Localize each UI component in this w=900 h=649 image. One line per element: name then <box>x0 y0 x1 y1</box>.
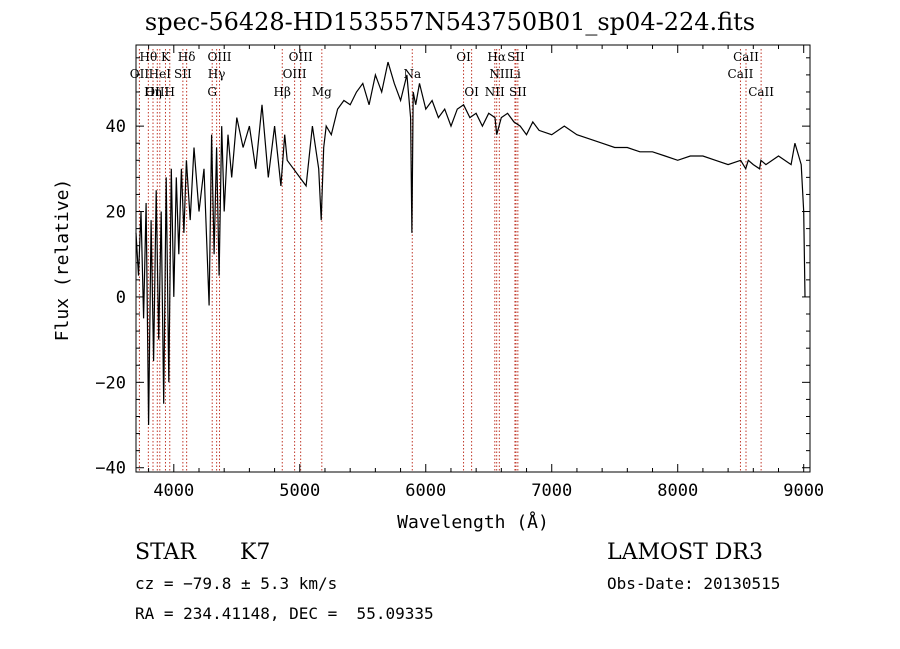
spectral-line-label: SII <box>509 85 527 99</box>
spectral-line-label: NII <box>489 67 509 81</box>
chart-title: spec-56428-HD153557N543750B01_sp04-224.f… <box>144 8 756 36</box>
spectral-line-label: HeI <box>149 67 172 81</box>
spectrum-line <box>135 61 806 426</box>
spectral-line-label: Na <box>403 67 421 81</box>
x-tick-label: 7000 <box>531 481 572 501</box>
coordinates: RA = 234.41148, DEC = 55.09335 <box>135 604 434 623</box>
x-tick-label: 6000 <box>405 481 446 501</box>
survey-label: LAMOST DR3 <box>607 540 763 565</box>
spectral-line-label: OI <box>464 85 479 99</box>
y-tick-label: 0 <box>116 288 126 308</box>
spectral-line-label: CaII <box>728 67 754 81</box>
spectral-line-label: OIII <box>207 50 231 64</box>
spectral-line-label: OIII <box>289 50 313 64</box>
spectral-line-label: CaII <box>748 85 774 99</box>
y-tick-label: 40 <box>106 117 126 137</box>
y-tick-label: −40 <box>95 459 126 479</box>
y-tick-label: 20 <box>106 203 126 223</box>
spectral-line-label: SII <box>507 50 525 64</box>
x-tick-label: 4000 <box>153 481 194 501</box>
spectral-line-label: OII <box>130 67 150 81</box>
x-tick-label: 8000 <box>657 481 698 501</box>
spectral-line-label: K <box>161 50 171 64</box>
subclass: K7 <box>240 540 271 565</box>
spectral-line-label: OIII <box>283 67 307 81</box>
plot-frame <box>135 44 811 473</box>
x-tick-label: 5000 <box>279 481 320 501</box>
spectral-line-label: Hα <box>487 50 506 64</box>
spectral-line-label: Hβ <box>274 85 291 99</box>
obs-date: Obs-Date: 20130515 <box>607 574 781 593</box>
x-tick-label: 9000 <box>783 481 824 501</box>
spectral-line-label: NII <box>485 85 505 99</box>
spectral-line-label: Li <box>509 67 521 81</box>
spectral-line-label: Hδ <box>178 50 196 64</box>
spectral-line-label: Hθ <box>139 50 157 64</box>
spectral-line-label: H <box>165 85 175 99</box>
spectral-line-label: OIII <box>145 85 169 99</box>
spectral-line-label: Hη <box>144 85 162 99</box>
spectral-line-label: G <box>207 85 217 99</box>
y-axis-label: Flux (relative) <box>52 179 73 342</box>
redshift-text: cz = −79.8 ± 5.3 km/s <box>135 574 338 593</box>
y-tick-label: −20 <box>95 373 126 393</box>
object-class: STAR <box>135 540 196 565</box>
spectral-line-label: OI <box>456 50 471 64</box>
spectral-line-label: CaII <box>733 50 759 64</box>
x-axis-label: Wavelength (Å) <box>397 511 549 533</box>
spectral-line-label: SII <box>174 67 192 81</box>
spectral-line-label: Hγ <box>208 67 226 81</box>
spectral-line-label: Mg <box>312 85 332 99</box>
